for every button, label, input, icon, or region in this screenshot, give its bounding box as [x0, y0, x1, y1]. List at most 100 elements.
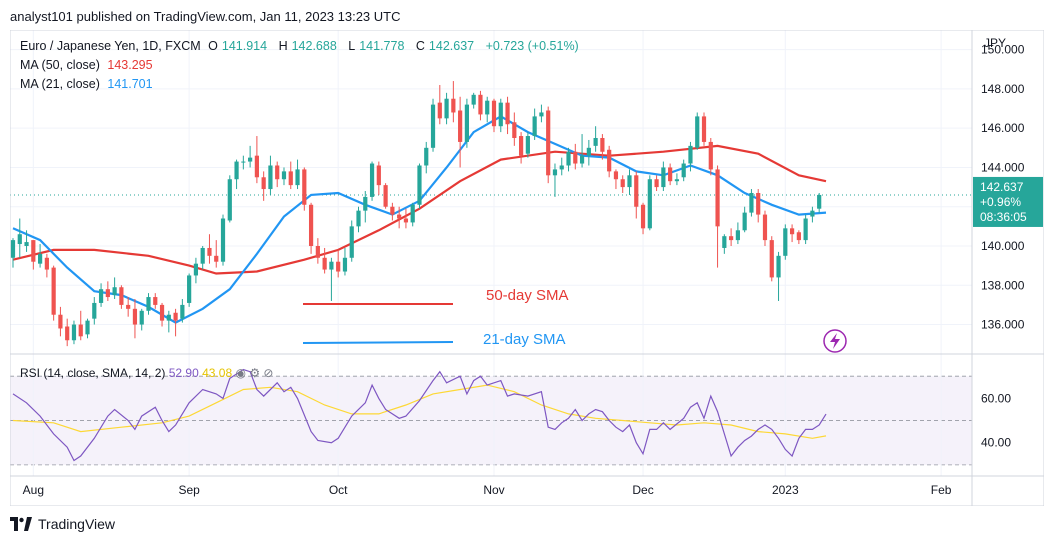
candle-body [579, 155, 585, 164]
candle-body [132, 308, 138, 325]
candle-body [37, 253, 43, 264]
candle-body [58, 314, 63, 329]
rsi-value: 52.90 [168, 366, 199, 380]
annotation-layer: 50-day SMA 21-day SMA [302, 287, 847, 353]
tradingview-logo-icon [10, 517, 32, 531]
ma50-legend[interactable]: MA (50, close) 143.295 [20, 58, 157, 72]
price-badge-text: 142.637 [980, 180, 1024, 194]
change-value: +0.723 (+0.51%) [485, 39, 579, 53]
candle-body [187, 275, 192, 303]
candle-body [539, 112, 544, 117]
candle-body [573, 151, 578, 164]
candle-body [600, 138, 605, 152]
candle-body [376, 165, 381, 186]
rsi-tick-label: 40.00 [981, 436, 1011, 450]
candle-body [701, 116, 707, 142]
candle-body [627, 175, 632, 188]
candle-body [776, 255, 781, 278]
candle-body [207, 247, 212, 256]
published-header: analyst101 published on TradingView.com,… [10, 9, 401, 24]
candle-body [390, 206, 395, 215]
candle-body [817, 194, 822, 209]
price-tick-label: 144.000 [981, 160, 1025, 174]
rsi-sma-line [12, 384, 827, 439]
candle-body [139, 310, 144, 325]
rsi-line [12, 368, 827, 462]
candle-body [51, 267, 56, 315]
time-tick-label: 2023 [772, 483, 799, 497]
candle-body [566, 151, 571, 166]
candle-body [715, 169, 720, 227]
candle-body [369, 163, 375, 197]
ohlc-high-value: 142.688 [291, 39, 337, 53]
time-tick-label: Feb [931, 483, 952, 497]
ohlc-low-value: 141.778 [359, 39, 405, 53]
footer[interactable]: TradingView [10, 514, 115, 534]
eye-icon[interactable]: ◉ [235, 366, 246, 380]
candle-body [268, 165, 273, 190]
candle-body [505, 102, 510, 125]
candle-body [478, 94, 483, 115]
candle-body [302, 169, 307, 205]
candle-body [708, 141, 713, 170]
currency-label: JPY [984, 36, 1006, 50]
candle-body [525, 136, 530, 154]
ma21-value: 141.701 [107, 77, 153, 91]
rsi-label: RSI (14, close, SMA, 14, 2) [20, 366, 166, 380]
candle-body [10, 240, 16, 258]
candle-body [654, 179, 659, 188]
chart-canvas[interactable]: 136.000138.000140.000142.000144.000146.0… [10, 30, 1044, 506]
hide-icon[interactable]: ⊘ [263, 366, 274, 380]
candle-body [417, 165, 422, 205]
rsi-sma-value: 43.08 [202, 366, 233, 380]
sma50-annotation-label: 50-day SMA [486, 287, 569, 304]
pane-borders [10, 30, 1044, 506]
candle-body [491, 100, 497, 127]
ohlc-close-key: C [415, 39, 425, 53]
candle-body [288, 171, 293, 186]
candle-body [810, 210, 815, 217]
candle-body [126, 304, 131, 309]
time-tick-label: Dec [632, 483, 653, 497]
candle-body [315, 246, 320, 258]
candle-body [241, 161, 246, 163]
sma21-annotation-line [302, 341, 454, 344]
candle-body [363, 196, 368, 211]
price-badge-text: +0.96% [980, 195, 1021, 209]
candle-body [166, 314, 171, 321]
candle-body [173, 312, 178, 321]
ohlc-open: O 141.914 [208, 39, 271, 53]
candle-body [234, 161, 239, 180]
candle-body [336, 261, 341, 272]
candle-body [437, 102, 442, 119]
candle-body [789, 228, 795, 235]
candle-body [254, 155, 259, 178]
candle-body [146, 297, 151, 311]
candle-body [586, 147, 591, 156]
ohlc-open-key: O [208, 39, 218, 53]
symbol-title: Euro / Japanese Yen, 1D, FXCM [20, 39, 201, 53]
ma21-label: MA (21, close) [20, 77, 100, 91]
candle-body [159, 304, 165, 321]
candle-body [227, 179, 232, 221]
candle-body [451, 98, 456, 113]
chart-frame: 136.000138.000140.000142.000144.000146.0… [10, 30, 1044, 506]
rsi-legend[interactable]: RSI (14, close, SMA, 14, 2) 52.90 43.08 … [20, 366, 273, 380]
candle-body [248, 157, 253, 162]
ma50-value: 143.295 [107, 58, 153, 72]
ma50-label: MA (50, close) [20, 58, 100, 72]
candle-body [735, 230, 740, 241]
ma21-legend[interactable]: MA (21, close) 141.701 [20, 77, 157, 91]
candle-body [356, 210, 361, 227]
candle-body [295, 169, 300, 186]
candle-body [85, 320, 90, 335]
candle-body [796, 232, 801, 241]
price-tick-label: 150.000 [981, 43, 1025, 57]
candle-body [668, 167, 673, 182]
candle-body [546, 110, 551, 176]
symbol-legend[interactable]: Euro / Japanese Yen, 1D, FXCM O 141.914 H… [20, 39, 583, 53]
candle-body [749, 192, 754, 213]
candle-body [200, 247, 205, 264]
candle-body [403, 218, 409, 223]
settings-icon[interactable]: ⚙ [249, 366, 261, 380]
